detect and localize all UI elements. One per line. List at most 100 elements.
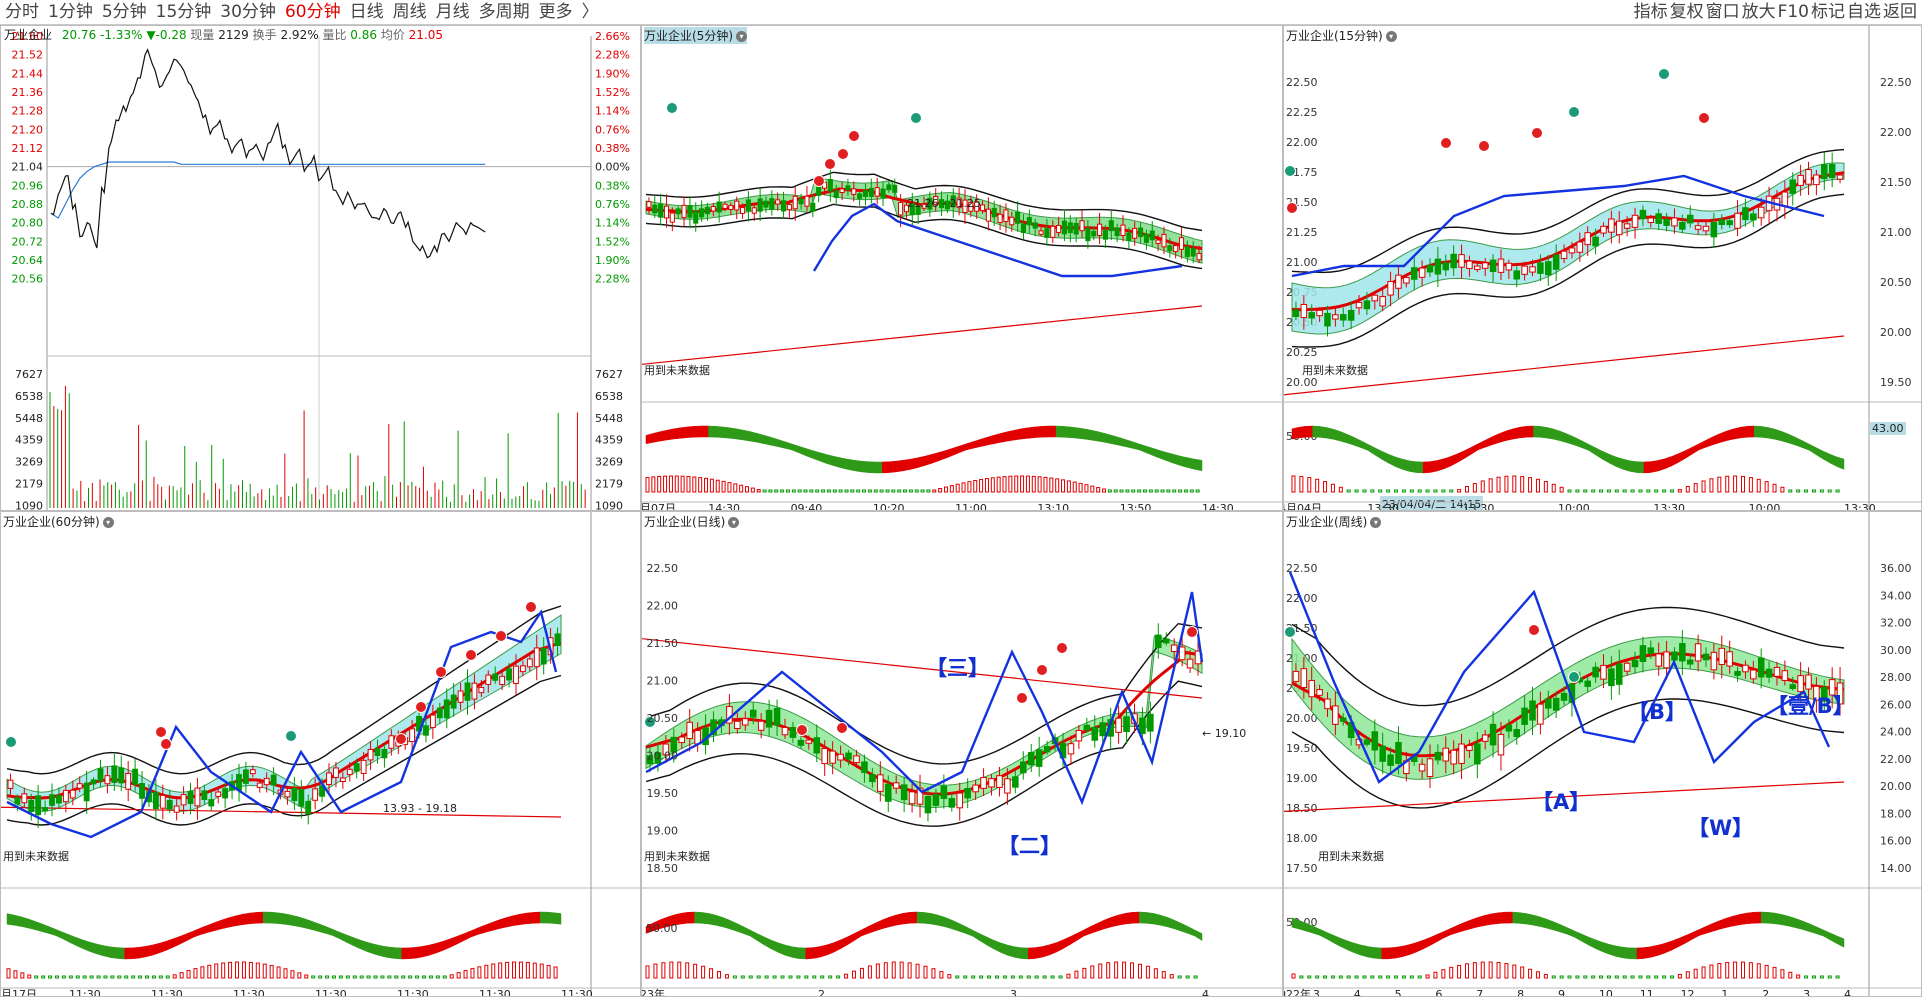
candle (249, 769, 256, 775)
osc-bar (532, 962, 537, 979)
period-tab-4[interactable]: 30分钟 (220, 2, 276, 22)
osc-ribbon (1740, 426, 1748, 439)
osc-bar (1614, 975, 1619, 979)
candle (1631, 214, 1639, 228)
kline-daily-panel[interactable]: 万业企业(日线)▾ 【三】 【二】 用到未来数据 22.50 22.00 21.50… (641, 511, 1283, 997)
price-tick: 20.00 (1286, 376, 1318, 389)
chevron-down-icon[interactable]: ▾ (1370, 517, 1382, 528)
osc-bar (1654, 975, 1659, 979)
kline-5min-panel[interactable]: 万业企业(5分钟)▾ 21.26 - 21.25 用到未来数据 04月07日 14… (641, 25, 1283, 511)
osc-bar (1512, 475, 1517, 493)
chevron-down-icon[interactable]: ▾ (728, 517, 740, 528)
osc-ribbon (895, 912, 904, 926)
time-label: 2 (1762, 988, 1769, 997)
osc-bar (943, 486, 948, 493)
tool-button-6[interactable]: 自选 (1847, 2, 1881, 22)
osc-ribbon (1048, 425, 1057, 438)
right-tick: 14.00 (1880, 862, 1912, 875)
signal-marker (1186, 626, 1198, 638)
tool-button-3[interactable]: 放大 (1741, 2, 1776, 22)
kline-5min-chart[interactable]: 04月07日 14:30 09:40 10:20 11:00 13:10 13:50 14:3… (642, 26, 1283, 511)
osc-bar (1113, 489, 1118, 493)
signal-marker (1528, 624, 1540, 636)
period-tab-9[interactable]: 多周期 (478, 2, 530, 22)
osc-ribbon (1041, 944, 1050, 958)
candle (506, 668, 512, 681)
intraday-chart[interactable]: 21.60 2.66% 21.52 2.28% 21.44 1.90% 21.36 1.52%… (1, 26, 641, 511)
osc-ribbon (228, 915, 236, 928)
kline-60min-panel[interactable]: 万业企业(60分钟)▾ 13.93 - 19.18 用到未来数据 03月17日 1… (0, 511, 641, 997)
osc-bar (1193, 975, 1198, 979)
time-label: 3 (1010, 988, 1017, 997)
osc-ribbon (1055, 425, 1064, 438)
chevron-down-icon[interactable]: ▾ (1385, 31, 1397, 42)
kline-weekly-chart[interactable]: 22.5022.0021.5021.0020.5020.0019.5019.00… (1284, 512, 1922, 997)
candle (869, 774, 876, 783)
kline-60min-chart[interactable]: 03月17日 11:30 11:30 11:30 11:30 11:30 11:30 11:3… (1, 512, 641, 997)
tool-button-4[interactable]: F10 (1777, 2, 1809, 22)
osc-bar (821, 489, 826, 493)
candle (1139, 717, 1146, 735)
osc-ribbon (854, 929, 862, 941)
candle (1497, 258, 1505, 273)
period-tab-0[interactable]: 分时 (5, 2, 39, 22)
osc-ribbon (1754, 425, 1762, 438)
tool-button-7[interactable]: 返回 (1883, 2, 1917, 22)
period-tab-8[interactable]: 月线 (435, 2, 470, 22)
candle (956, 197, 962, 209)
chevron-down-icon[interactable]: ▾ (102, 517, 114, 528)
osc-ribbon (1809, 443, 1817, 456)
osc-ribbon (1671, 453, 1679, 467)
osc-ribbon (1436, 458, 1445, 472)
tool-button-2[interactable]: 窗口 (1705, 2, 1740, 22)
candle (1671, 651, 1678, 661)
osc-ribbon (847, 458, 855, 472)
kline-weekly-panel[interactable]: 万业企业(周线) ▾ 【B】 【A】 【W】 【壹/B】 用到未来数据 22.50… (1283, 511, 1922, 997)
intraday-panel[interactable]: 万业企业 20.76 -1.33% ▼-0.28 现量 2129 换手 2.92… (0, 25, 641, 511)
osc-ribbon (750, 431, 758, 443)
candle (1781, 191, 1789, 207)
candle (360, 759, 367, 774)
tool-button-1[interactable]: 复权 (1669, 2, 1704, 22)
period-tab-5[interactable]: 60分钟 (284, 2, 341, 22)
candle (1702, 653, 1710, 661)
candle (152, 791, 159, 810)
candle (669, 212, 675, 223)
candle (1170, 644, 1178, 652)
candle (1489, 259, 1497, 273)
period-tab-7[interactable]: 周线 (392, 2, 427, 22)
signal-marker (1036, 664, 1048, 676)
candle (1387, 754, 1394, 766)
osc-ribbon (526, 912, 534, 925)
kline-daily-chart[interactable]: 22.50 22.00 21.50 21.00 20.50 20.00 19.50 19.00… (642, 512, 1283, 997)
period-tab-3[interactable]: 15分钟 (155, 2, 212, 22)
candle (326, 772, 332, 785)
osc-ribbon (1388, 947, 1396, 960)
time-label: 14:30 (708, 502, 740, 511)
osc-ribbon (889, 914, 897, 928)
period-tab-10[interactable]: 更多 (538, 2, 573, 22)
last-price: 20.76 (61, 28, 97, 42)
period-tab-6[interactable]: 日线 (349, 2, 384, 22)
candle (1497, 733, 1505, 756)
osc-ribbon (1076, 929, 1085, 941)
chevron-down-icon[interactable]: ▾ (736, 31, 747, 42)
osc-ribbon (546, 911, 555, 924)
osc-ribbon (812, 946, 821, 959)
osc-bar (844, 489, 849, 493)
osc-ribbon (1457, 450, 1465, 463)
pct-tick: 1.14% (595, 105, 630, 118)
tool-button-0[interactable]: 指标 (1633, 2, 1668, 22)
candle (749, 709, 757, 718)
osc-bar (1370, 489, 1375, 493)
kline-15min-chart[interactable]: 22.5022.2522.0021.7521.5021.2521.0020.75… (1284, 26, 1922, 511)
period-tab-2[interactable]: 5分钟 (101, 2, 147, 22)
tool-button-5[interactable]: 标记 (1811, 2, 1845, 22)
osc-bar (200, 966, 205, 979)
osc-ribbon (944, 448, 953, 459)
period-tab-1[interactable]: 1分钟 (48, 2, 93, 22)
kline-15min-panel[interactable]: 万业企业(15分钟) ▾ 用到未来数据 23/04/04/二 14:15 43.0… (1283, 25, 1922, 511)
osc-ribbon (1698, 926, 1707, 936)
more-arrow-icon[interactable]: 〉 (581, 2, 599, 22)
osc-ribbon (13, 914, 22, 927)
